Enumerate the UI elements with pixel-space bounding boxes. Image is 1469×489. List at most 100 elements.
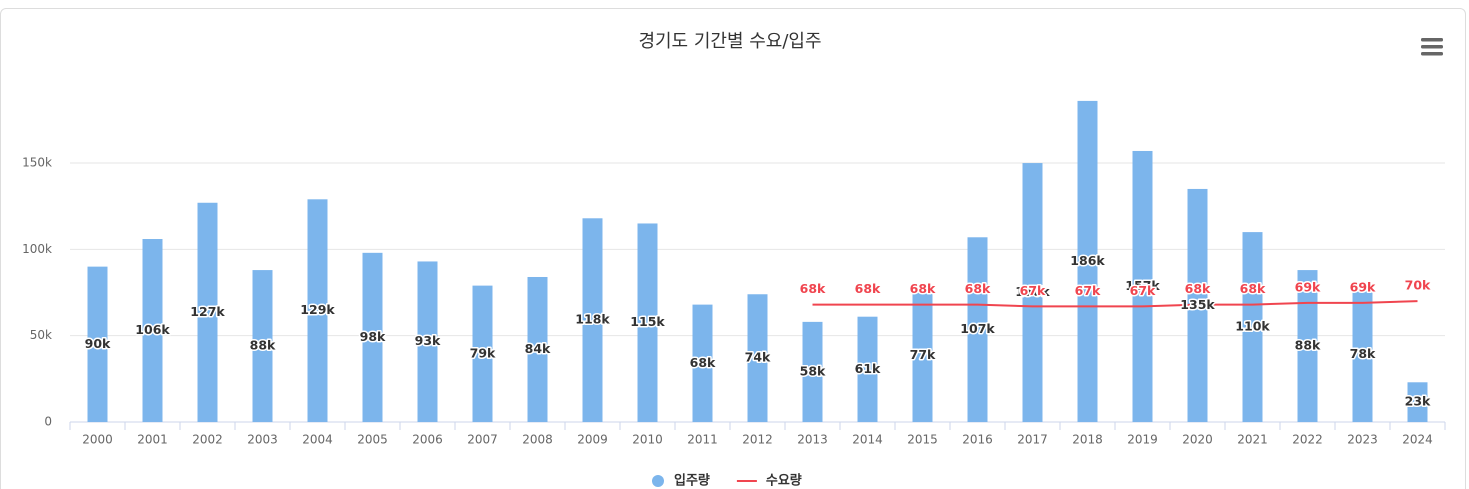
x-tick-label: 2019 — [1127, 433, 1158, 447]
menu-bar[interactable] — [1421, 45, 1443, 49]
line-label: 69k — [1350, 279, 1376, 294]
line-label: 69k — [1295, 279, 1321, 294]
bar — [692, 304, 713, 422]
x-tick-label: 2004 — [302, 433, 333, 447]
bar — [417, 261, 438, 422]
x-tick-label: 2010 — [632, 433, 663, 447]
x-tick-label: 2003 — [247, 433, 278, 447]
x-tick-label: 2017 — [1017, 433, 1048, 447]
bar — [307, 199, 328, 422]
x-tick-label: 2020 — [1182, 433, 1213, 447]
bar-label: 106k — [135, 322, 170, 337]
bar — [197, 202, 218, 422]
legend-item[interactable]: 수요량 — [736, 474, 802, 489]
bar-label: 84k — [525, 341, 551, 356]
x-tick-label: 2007 — [467, 433, 498, 447]
bar — [1407, 382, 1428, 422]
bar-label: 68k — [690, 355, 716, 370]
bar — [747, 294, 768, 422]
y-tick-label: 0 — [44, 415, 52, 429]
bar-label: 115k — [630, 314, 665, 329]
x-tick-label: 2002 — [192, 433, 223, 447]
bar-label: 186k — [1070, 253, 1105, 268]
x-tick-label: 2024 — [1402, 433, 1433, 447]
x-tick-label: 2021 — [1237, 433, 1268, 447]
x-tick-label: 2001 — [137, 433, 168, 447]
bar — [857, 316, 878, 422]
line-label: 68k — [855, 281, 881, 296]
bar-label: 150k — [1015, 284, 1050, 299]
y-tick-label: 50k — [30, 328, 52, 342]
bar — [472, 285, 493, 422]
bar — [142, 239, 163, 422]
bar-label: 129k — [300, 302, 335, 317]
line-label: 70k — [1405, 278, 1431, 293]
y-tick-label: 150k — [22, 156, 52, 170]
chart-title: 경기도 기간별 수요/입주 — [638, 31, 821, 52]
bar — [1297, 270, 1318, 422]
bar-label: 77k — [910, 347, 936, 362]
x-tick-label: 2006 — [412, 433, 443, 447]
menu-bar[interactable] — [1421, 52, 1443, 56]
legend-symbol — [652, 475, 664, 487]
bar-label: 110k — [1235, 319, 1270, 334]
x-tick-label: 2013 — [797, 433, 828, 447]
bar — [967, 237, 988, 422]
x-tick-label: 2012 — [742, 433, 773, 447]
bar-label: 61k — [855, 361, 881, 376]
bar — [1022, 163, 1043, 423]
x-tick-label: 2018 — [1072, 433, 1103, 447]
x-tick-label: 2022 — [1292, 433, 1323, 447]
bar — [1242, 232, 1263, 422]
bar — [637, 223, 658, 422]
bar-label: 58k — [800, 363, 826, 378]
legend-label[interactable]: 입주량 — [674, 474, 710, 489]
bar-label: 107k — [960, 321, 995, 336]
x-tick-label: 2009 — [577, 433, 608, 447]
legend-item[interactable]: 입주량 — [652, 474, 710, 489]
bar-label: 79k — [470, 345, 496, 360]
bar — [582, 218, 603, 422]
bar-label: 157k — [1125, 278, 1160, 293]
bar — [1352, 287, 1373, 422]
x-tick-label: 2005 — [357, 433, 388, 447]
x-tick-label: 2015 — [907, 433, 938, 447]
line-label: 68k — [965, 281, 991, 296]
x-tick-label: 2014 — [852, 433, 883, 447]
menu-bar[interactable] — [1421, 38, 1443, 42]
bar-label: 135k — [1180, 297, 1215, 312]
line-label: 68k — [1185, 281, 1211, 296]
bar-label: 74k — [745, 350, 771, 365]
line-label: 68k — [1240, 281, 1266, 296]
bar-label: 23k — [1405, 394, 1431, 409]
bar-label: 118k — [575, 312, 610, 327]
bar-label: 98k — [360, 329, 386, 344]
menu-button[interactable] — [1421, 38, 1443, 56]
x-tick-label: 2016 — [962, 433, 993, 447]
bar — [1077, 100, 1098, 422]
bar — [802, 321, 823, 422]
bar-label: 88k — [1295, 338, 1321, 353]
bar-label: 90k — [85, 336, 111, 351]
bar-label: 127k — [190, 304, 225, 319]
bar-label: 78k — [1350, 346, 1376, 361]
bar — [252, 270, 273, 422]
x-tick-label: 2008 — [522, 433, 553, 447]
line-label: 67k — [1075, 283, 1101, 298]
x-tick-label: 2000 — [82, 433, 113, 447]
x-tick-label: 2011 — [687, 433, 718, 447]
legend-label[interactable]: 수요량 — [766, 474, 802, 489]
bar — [912, 289, 933, 422]
bar-label: 88k — [250, 338, 276, 353]
bar — [87, 266, 108, 422]
bar — [362, 252, 383, 422]
bar — [1132, 150, 1153, 422]
line — [812, 300, 1418, 308]
bar-label: 93k — [415, 333, 441, 348]
x-tick-label: 2023 — [1347, 433, 1378, 447]
y-tick-label: 100k — [22, 242, 52, 256]
line-label: 68k — [800, 281, 826, 296]
line-label: 67k — [1020, 283, 1046, 298]
